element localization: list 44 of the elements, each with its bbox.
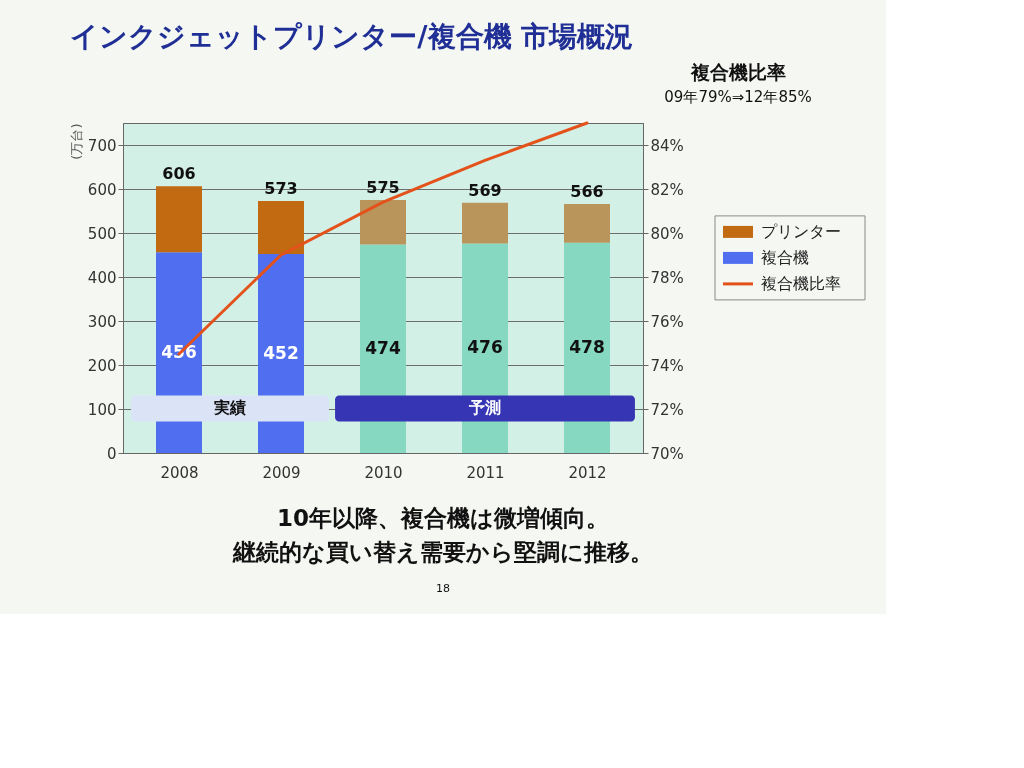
x-tick-label: 2008 <box>160 463 199 482</box>
total-label: 606 <box>162 164 196 184</box>
y2-tick-label: 82% <box>650 180 684 199</box>
y-tick-label: 400 <box>87 268 117 287</box>
data-label: 476 <box>467 337 503 358</box>
text: 09年79%⇒12年85% <box>664 88 812 106</box>
chart-title: インクジェットプリンター/複合機 市場概況 <box>70 20 634 53</box>
y-tick-label: 700 <box>87 136 117 155</box>
legend-label: 複合機 <box>761 247 809 267</box>
text: 10年以降、複合機は微増傾向。 <box>276 505 610 531</box>
band-label: 予測 <box>468 398 501 418</box>
y-tick-label: 100 <box>87 400 117 419</box>
band-label: 実績 <box>213 398 246 418</box>
bar <box>360 200 406 245</box>
y-tick-label: 500 <box>87 224 117 243</box>
y2-tick-label: 78% <box>650 268 684 287</box>
y2-tick-label: 74% <box>650 356 684 375</box>
x-tick-label: 2010 <box>364 463 403 482</box>
data-label: 452 <box>263 342 299 363</box>
y-tick-label: 200 <box>87 356 117 375</box>
data-label: 456 <box>161 341 197 362</box>
legend-label: プリンター <box>761 221 841 241</box>
y2-tick-label: 80% <box>650 224 684 243</box>
y-tick-label: 600 <box>87 180 117 199</box>
bar <box>462 202 508 244</box>
y2-tick-label: 72% <box>650 400 684 419</box>
y2-tick-label: 76% <box>650 312 684 331</box>
text: 継続的な買い替え需要から堅調に推移。 <box>232 539 653 565</box>
text: 複合機比率 <box>689 61 786 83</box>
bar <box>156 186 202 253</box>
y-axis-title: (万台) <box>68 123 84 160</box>
bar <box>564 203 610 243</box>
x-tick-label: 2011 <box>466 463 505 482</box>
text: 18 <box>436 582 450 595</box>
y2-tick-label: 84% <box>650 136 684 155</box>
legend-label: 複合機比率 <box>761 273 841 293</box>
x-tick-label: 2009 <box>262 463 301 482</box>
x-tick-label: 2012 <box>568 463 607 482</box>
y-tick-label: 300 <box>87 312 117 331</box>
y-tick-label: 0 <box>106 444 117 463</box>
data-label: 474 <box>365 337 401 358</box>
y2-tick-label: 70% <box>650 444 684 463</box>
bar <box>258 200 304 255</box>
data-label: 478 <box>569 336 605 357</box>
